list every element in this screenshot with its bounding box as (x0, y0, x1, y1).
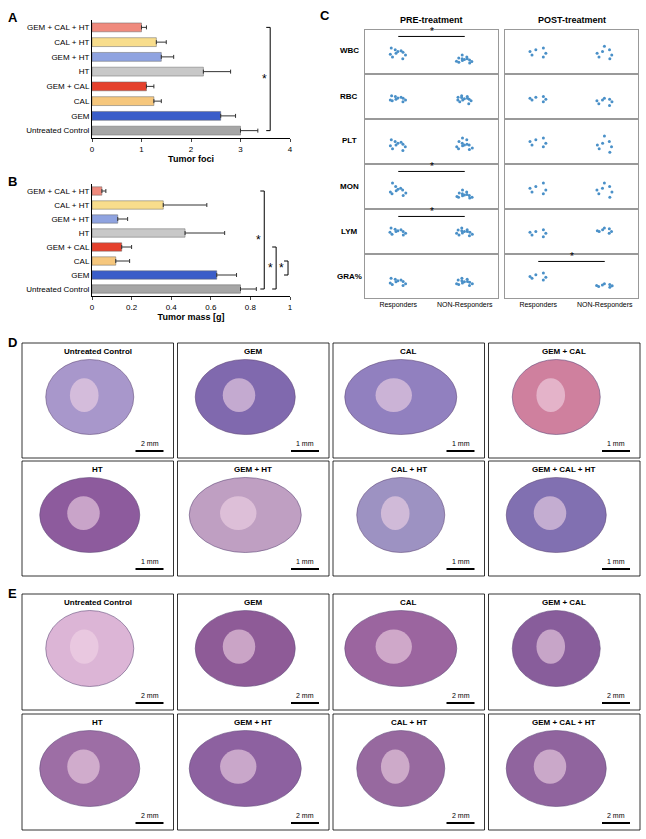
svg-text:GRA%: GRA% (337, 272, 362, 281)
svg-text:CAL: CAL (400, 598, 417, 607)
svg-text:D: D (8, 335, 17, 350)
svg-text:A: A (8, 10, 18, 25)
svg-text:B: B (8, 174, 17, 189)
svg-text:Responders: Responders (379, 301, 417, 309)
svg-text:0: 0 (90, 303, 95, 312)
svg-text:*: * (430, 206, 434, 217)
svg-text:0.8: 0.8 (245, 303, 257, 312)
svg-text:POST-treatment: POST-treatment (538, 15, 606, 25)
svg-text:2 mm: 2 mm (141, 440, 159, 447)
svg-text:*: * (279, 261, 284, 275)
svg-text:CAL + HT: CAL + HT (54, 201, 89, 210)
svg-text:GEM + HT: GEM + HT (234, 465, 272, 474)
svg-text:CAL: CAL (74, 257, 90, 266)
svg-text:2 mm: 2 mm (141, 812, 159, 819)
svg-text:1 mm: 1 mm (452, 440, 470, 447)
svg-text:GEM + CAL + HT: GEM + CAL + HT (532, 465, 596, 474)
svg-text:Untreated Control: Untreated Control (26, 285, 89, 294)
svg-text:GEM + CAL: GEM + CAL (46, 82, 89, 91)
svg-text:GEM + HT: GEM + HT (234, 718, 272, 727)
svg-text:WBC: WBC (340, 46, 359, 55)
svg-text:2 mm: 2 mm (452, 692, 470, 699)
svg-text:2 mm: 2 mm (296, 812, 314, 819)
svg-text:GEM + HT: GEM + HT (51, 53, 89, 62)
svg-text:GEM + HT: GEM + HT (51, 215, 89, 224)
svg-text:2 mm: 2 mm (141, 692, 159, 699)
svg-text:GEM + CAL + HT: GEM + CAL + HT (27, 187, 90, 196)
svg-text:GEM: GEM (71, 271, 90, 280)
svg-text:2 mm: 2 mm (607, 692, 625, 699)
svg-text:Untreated Control: Untreated Control (64, 598, 132, 607)
svg-text:MON: MON (340, 182, 359, 191)
svg-text:C: C (320, 8, 330, 23)
svg-text:GEM + CAL + HT: GEM + CAL + HT (27, 23, 90, 32)
svg-text:RBC: RBC (340, 92, 358, 101)
svg-text:CAL + HT: CAL + HT (391, 718, 427, 727)
svg-text:HT: HT (92, 465, 103, 474)
svg-text:HT: HT (79, 67, 90, 76)
svg-text:0.6: 0.6 (205, 303, 217, 312)
svg-text:0: 0 (90, 145, 95, 154)
svg-text:1 mm: 1 mm (296, 558, 314, 565)
svg-text:PLT: PLT (342, 136, 357, 145)
svg-text:0.4: 0.4 (166, 303, 178, 312)
svg-text:2 mm: 2 mm (452, 812, 470, 819)
svg-text:GEM: GEM (244, 598, 263, 607)
svg-text:E: E (8, 586, 17, 601)
svg-text:1 mm: 1 mm (296, 440, 314, 447)
svg-text:Untreated Control: Untreated Control (26, 126, 89, 135)
svg-text:*: * (430, 161, 434, 172)
svg-text:CAL + HT: CAL + HT (54, 38, 89, 47)
svg-text:Responders: Responders (519, 301, 557, 309)
svg-text:*: * (268, 261, 273, 275)
svg-text:1: 1 (139, 145, 144, 154)
svg-text:3: 3 (238, 145, 243, 154)
svg-text:1 mm: 1 mm (141, 558, 159, 565)
svg-text:*: * (430, 26, 434, 37)
svg-text:CAL: CAL (74, 97, 90, 106)
svg-text:1: 1 (288, 303, 293, 312)
svg-text:0.2: 0.2 (126, 303, 138, 312)
svg-text:NON-Responders: NON-Responders (577, 301, 633, 309)
svg-text:CAL + HT: CAL + HT (391, 465, 427, 474)
svg-text:Tumor foci: Tumor foci (168, 154, 214, 164)
svg-text:Tumor mass [g]: Tumor mass [g] (158, 312, 225, 322)
svg-text:1 mm: 1 mm (607, 558, 625, 565)
svg-text:HT: HT (92, 718, 103, 727)
svg-text:NON-Responders: NON-Responders (437, 301, 493, 309)
svg-text:4: 4 (288, 145, 293, 154)
svg-text:1 mm: 1 mm (607, 440, 625, 447)
svg-text:*: * (262, 72, 267, 86)
svg-text:1 mm: 1 mm (452, 558, 470, 565)
svg-text:2 mm: 2 mm (607, 812, 625, 819)
svg-text:GEM + CAL + HT: GEM + CAL + HT (532, 718, 596, 727)
svg-text:2 mm: 2 mm (296, 692, 314, 699)
svg-text:GEM + CAL: GEM + CAL (542, 598, 586, 607)
svg-text:GEM: GEM (244, 347, 263, 356)
svg-text:GEM: GEM (71, 112, 90, 121)
svg-text:2: 2 (189, 145, 194, 154)
svg-text:GEM + CAL: GEM + CAL (46, 243, 89, 252)
svg-text:*: * (256, 233, 261, 247)
svg-text:CAL: CAL (400, 347, 417, 356)
svg-text:GEM + CAL: GEM + CAL (542, 347, 586, 356)
svg-text:LYM: LYM (341, 227, 357, 236)
svg-text:PRE-treatment: PRE-treatment (400, 15, 463, 25)
svg-text:HT: HT (79, 229, 90, 238)
svg-text:*: * (570, 251, 574, 262)
svg-text:Untreated Control: Untreated Control (64, 347, 132, 356)
